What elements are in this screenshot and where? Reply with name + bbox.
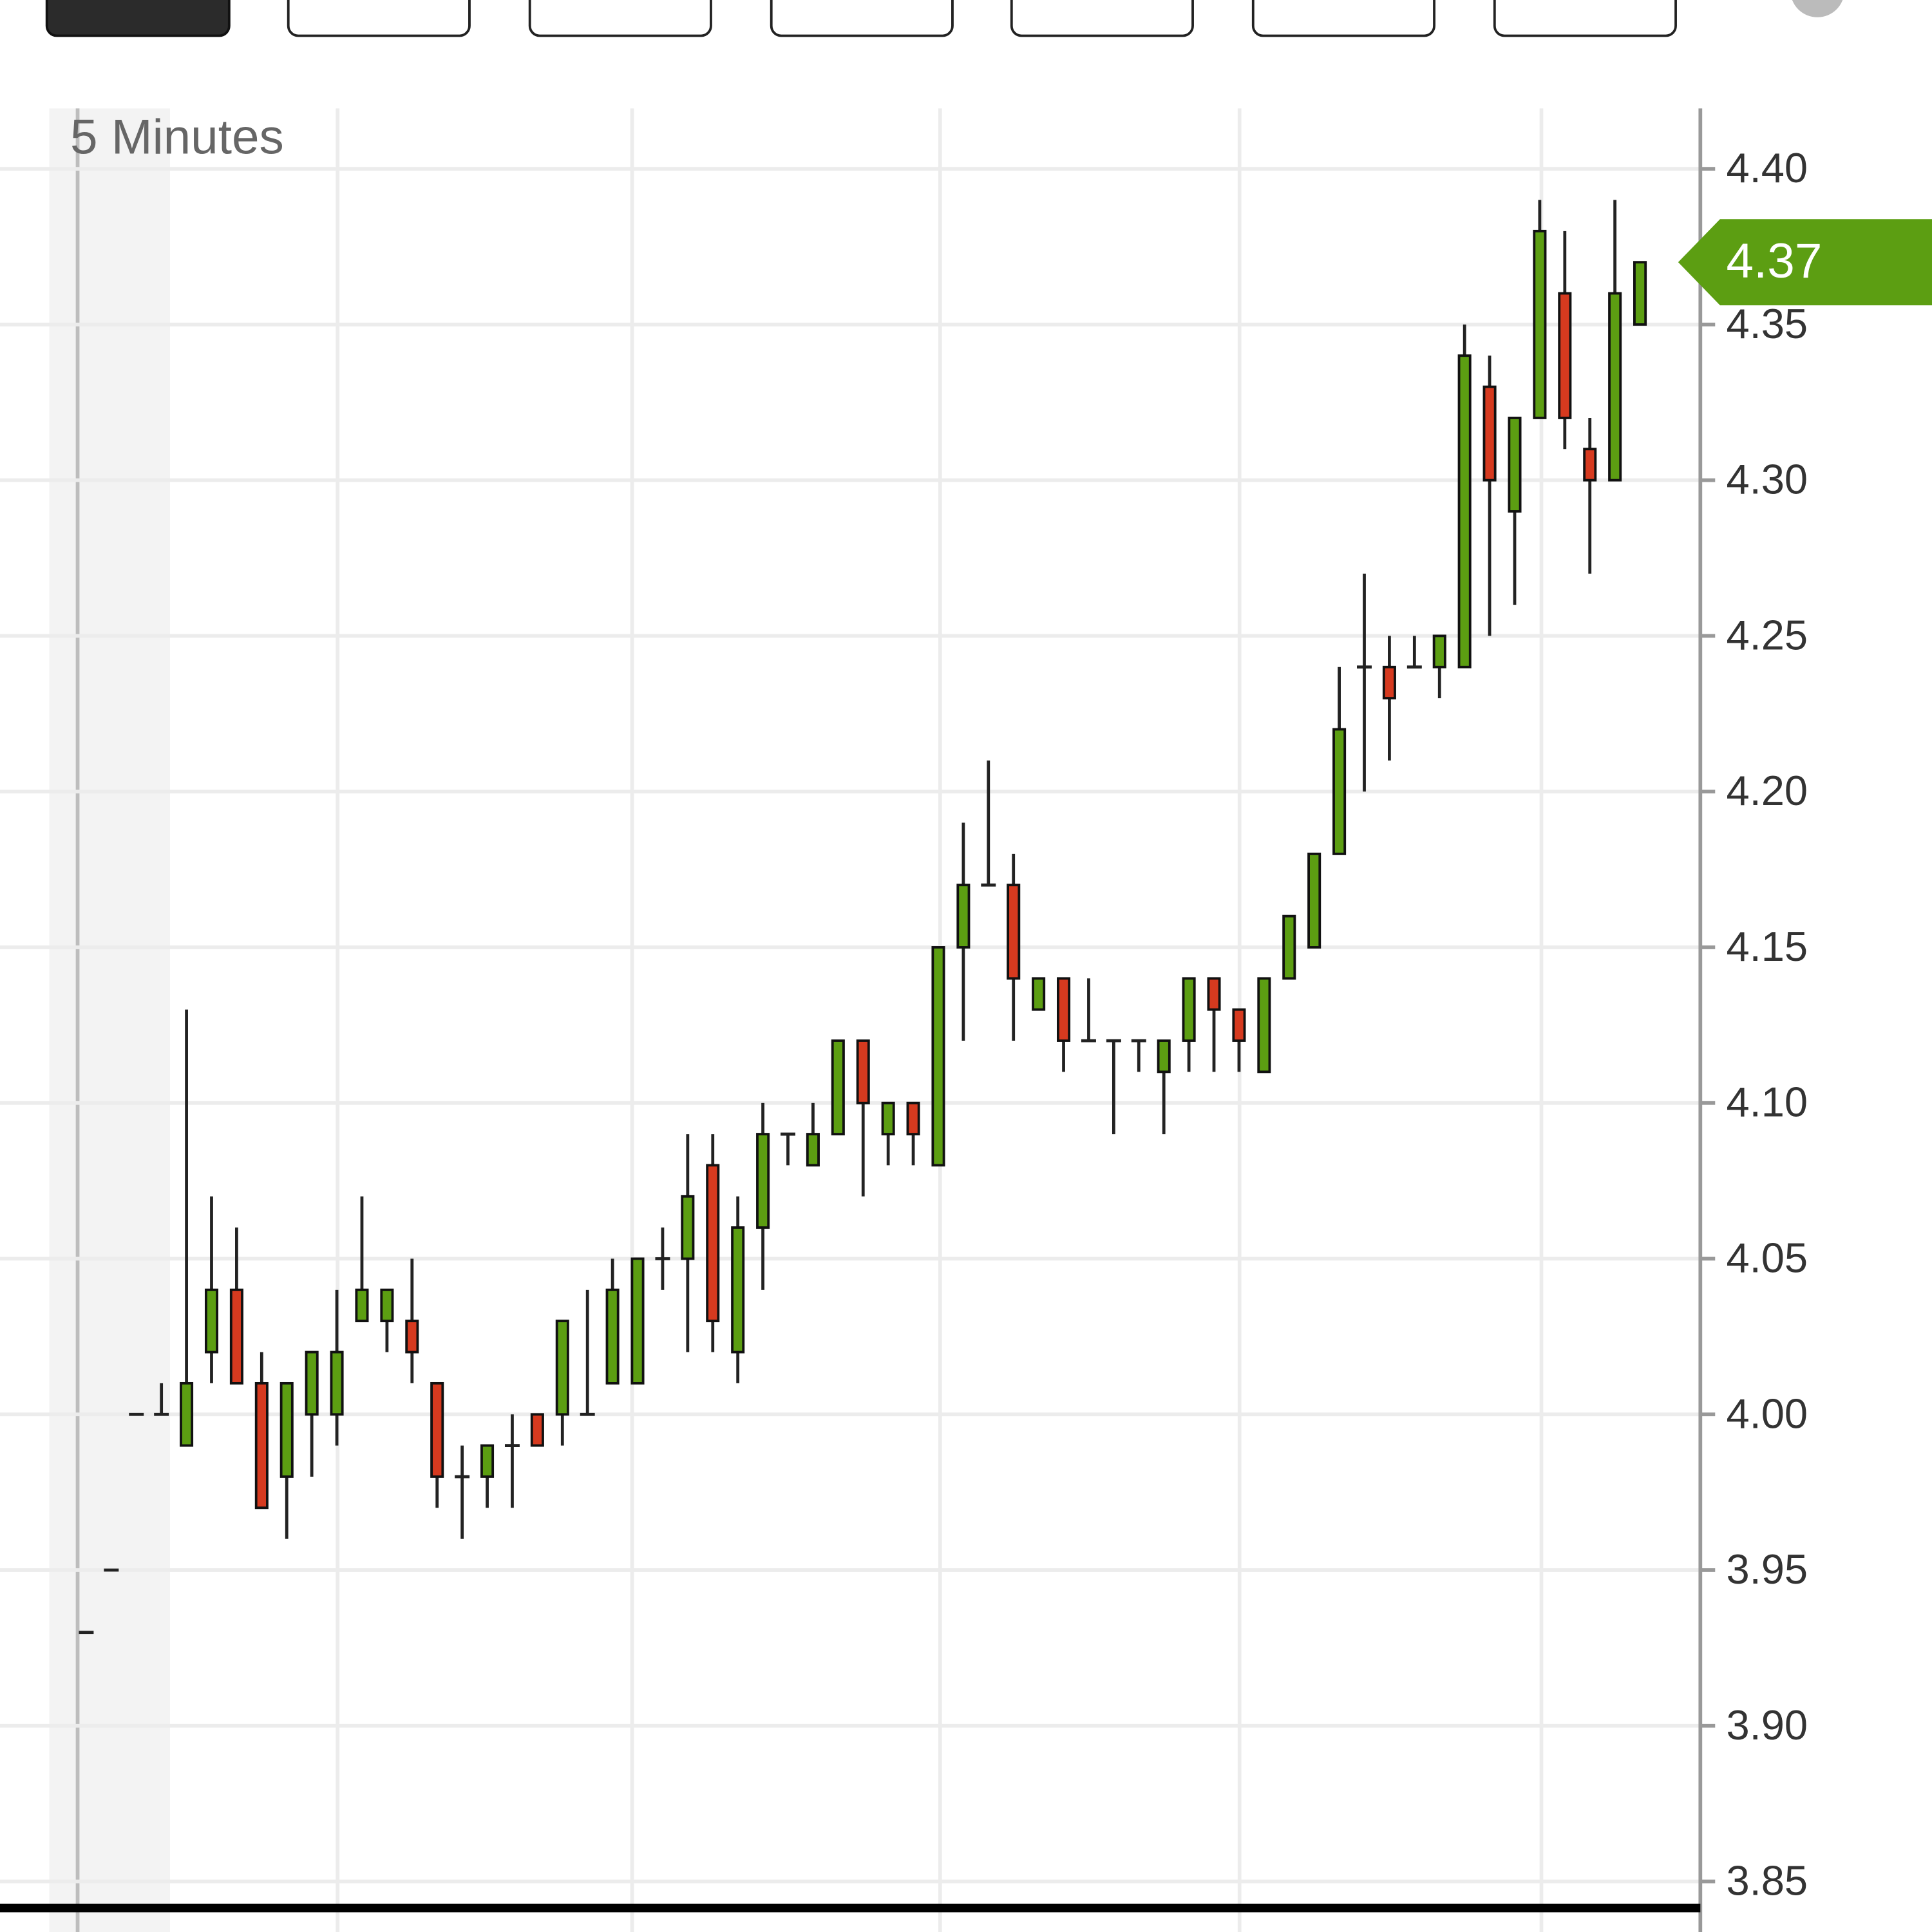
candle-body [254, 1381, 269, 1510]
candle-body [881, 1101, 895, 1135]
candle-body [1432, 634, 1446, 668]
candle-body [1583, 448, 1597, 482]
candle-body [1257, 977, 1271, 1074]
candle-body [1332, 728, 1347, 855]
candle-body [1608, 292, 1622, 482]
candle-body [1032, 977, 1046, 1011]
candle-body [1382, 665, 1396, 700]
y-tick-label: 4.10 [1726, 1079, 1808, 1126]
tab-button[interactable] [770, 0, 954, 37]
last-price-label: 4.37 [1726, 234, 1822, 289]
candle-body [305, 1350, 319, 1416]
tab-button[interactable] [528, 0, 712, 37]
tab-button[interactable] [45, 0, 231, 37]
candle-body [1157, 1039, 1171, 1074]
candle-body [906, 1101, 920, 1135]
candles [79, 200, 1647, 1634]
candle-body [806, 1133, 820, 1167]
settings-icon[interactable] [1790, 0, 1844, 17]
y-tick-label: 4.20 [1726, 767, 1808, 814]
candle-body [1533, 229, 1547, 419]
y-tick-label: 4.05 [1726, 1234, 1808, 1281]
y-tick-label: 4.35 [1726, 300, 1808, 347]
candle-body [1232, 1008, 1246, 1042]
candle-body [480, 1444, 495, 1478]
tab-button[interactable] [287, 0, 471, 37]
y-axis: 3.85 3.90 3.95 4.00 4.05 4.10 4.15 4.20 4.25 4.30… [1700, 144, 1808, 1904]
tab-button[interactable] [1010, 0, 1194, 37]
bottom-bar [0, 1903, 1701, 1913]
candle-body [1207, 977, 1221, 1011]
y-tick-label: 4.00 [1726, 1390, 1808, 1437]
y-tick-label: 4.30 [1726, 456, 1808, 503]
last-price-badge: 4.37 [1678, 219, 1932, 306]
candle-body [355, 1288, 369, 1323]
candle-body [330, 1350, 344, 1416]
y-tick-label: 3.95 [1726, 1546, 1808, 1593]
candle-body [380, 1288, 394, 1323]
candle-body [180, 1381, 194, 1447]
y-tick-label: 4.40 [1726, 144, 1808, 191]
candle-body [530, 1413, 544, 1447]
candle-body [706, 1164, 720, 1323]
grid [0, 167, 1701, 1884]
candle-body [1307, 852, 1321, 949]
candle-body [1558, 292, 1572, 419]
y-tick-label: 4.15 [1726, 923, 1808, 970]
candle-body [229, 1288, 243, 1385]
candle-body [1482, 385, 1497, 482]
y-tick-label: 4.25 [1726, 611, 1808, 658]
candle-body [279, 1381, 294, 1478]
candle-body [1457, 354, 1472, 668]
candle-body [204, 1288, 219, 1354]
candle-body [605, 1288, 620, 1385]
candle-body [1057, 977, 1071, 1042]
candle-body [731, 1226, 745, 1354]
last-price-marker [1678, 219, 1932, 306]
candle-body [405, 1320, 419, 1354]
candle-body [430, 1381, 444, 1478]
y-tick-label: 3.90 [1726, 1701, 1808, 1748]
candle-body [831, 1039, 845, 1135]
candle-body [1633, 261, 1647, 326]
candle-body [856, 1039, 870, 1104]
y-tick-label: 3.85 [1726, 1857, 1808, 1904]
tab-button[interactable] [1251, 0, 1435, 37]
candle-body [630, 1257, 645, 1385]
candle-body [931, 946, 945, 1167]
candle-body [1282, 914, 1296, 980]
chart-title: 5 Minutes [70, 109, 284, 164]
candle-body [1182, 977, 1196, 1042]
candle-body [681, 1195, 695, 1260]
tab-button[interactable] [1493, 0, 1677, 37]
candle-body [956, 884, 971, 949]
candle-body [1508, 417, 1522, 513]
session-shade [49, 108, 171, 1932]
candle-body [1007, 884, 1021, 980]
candle-body [756, 1133, 770, 1229]
candle-body [555, 1320, 569, 1416]
